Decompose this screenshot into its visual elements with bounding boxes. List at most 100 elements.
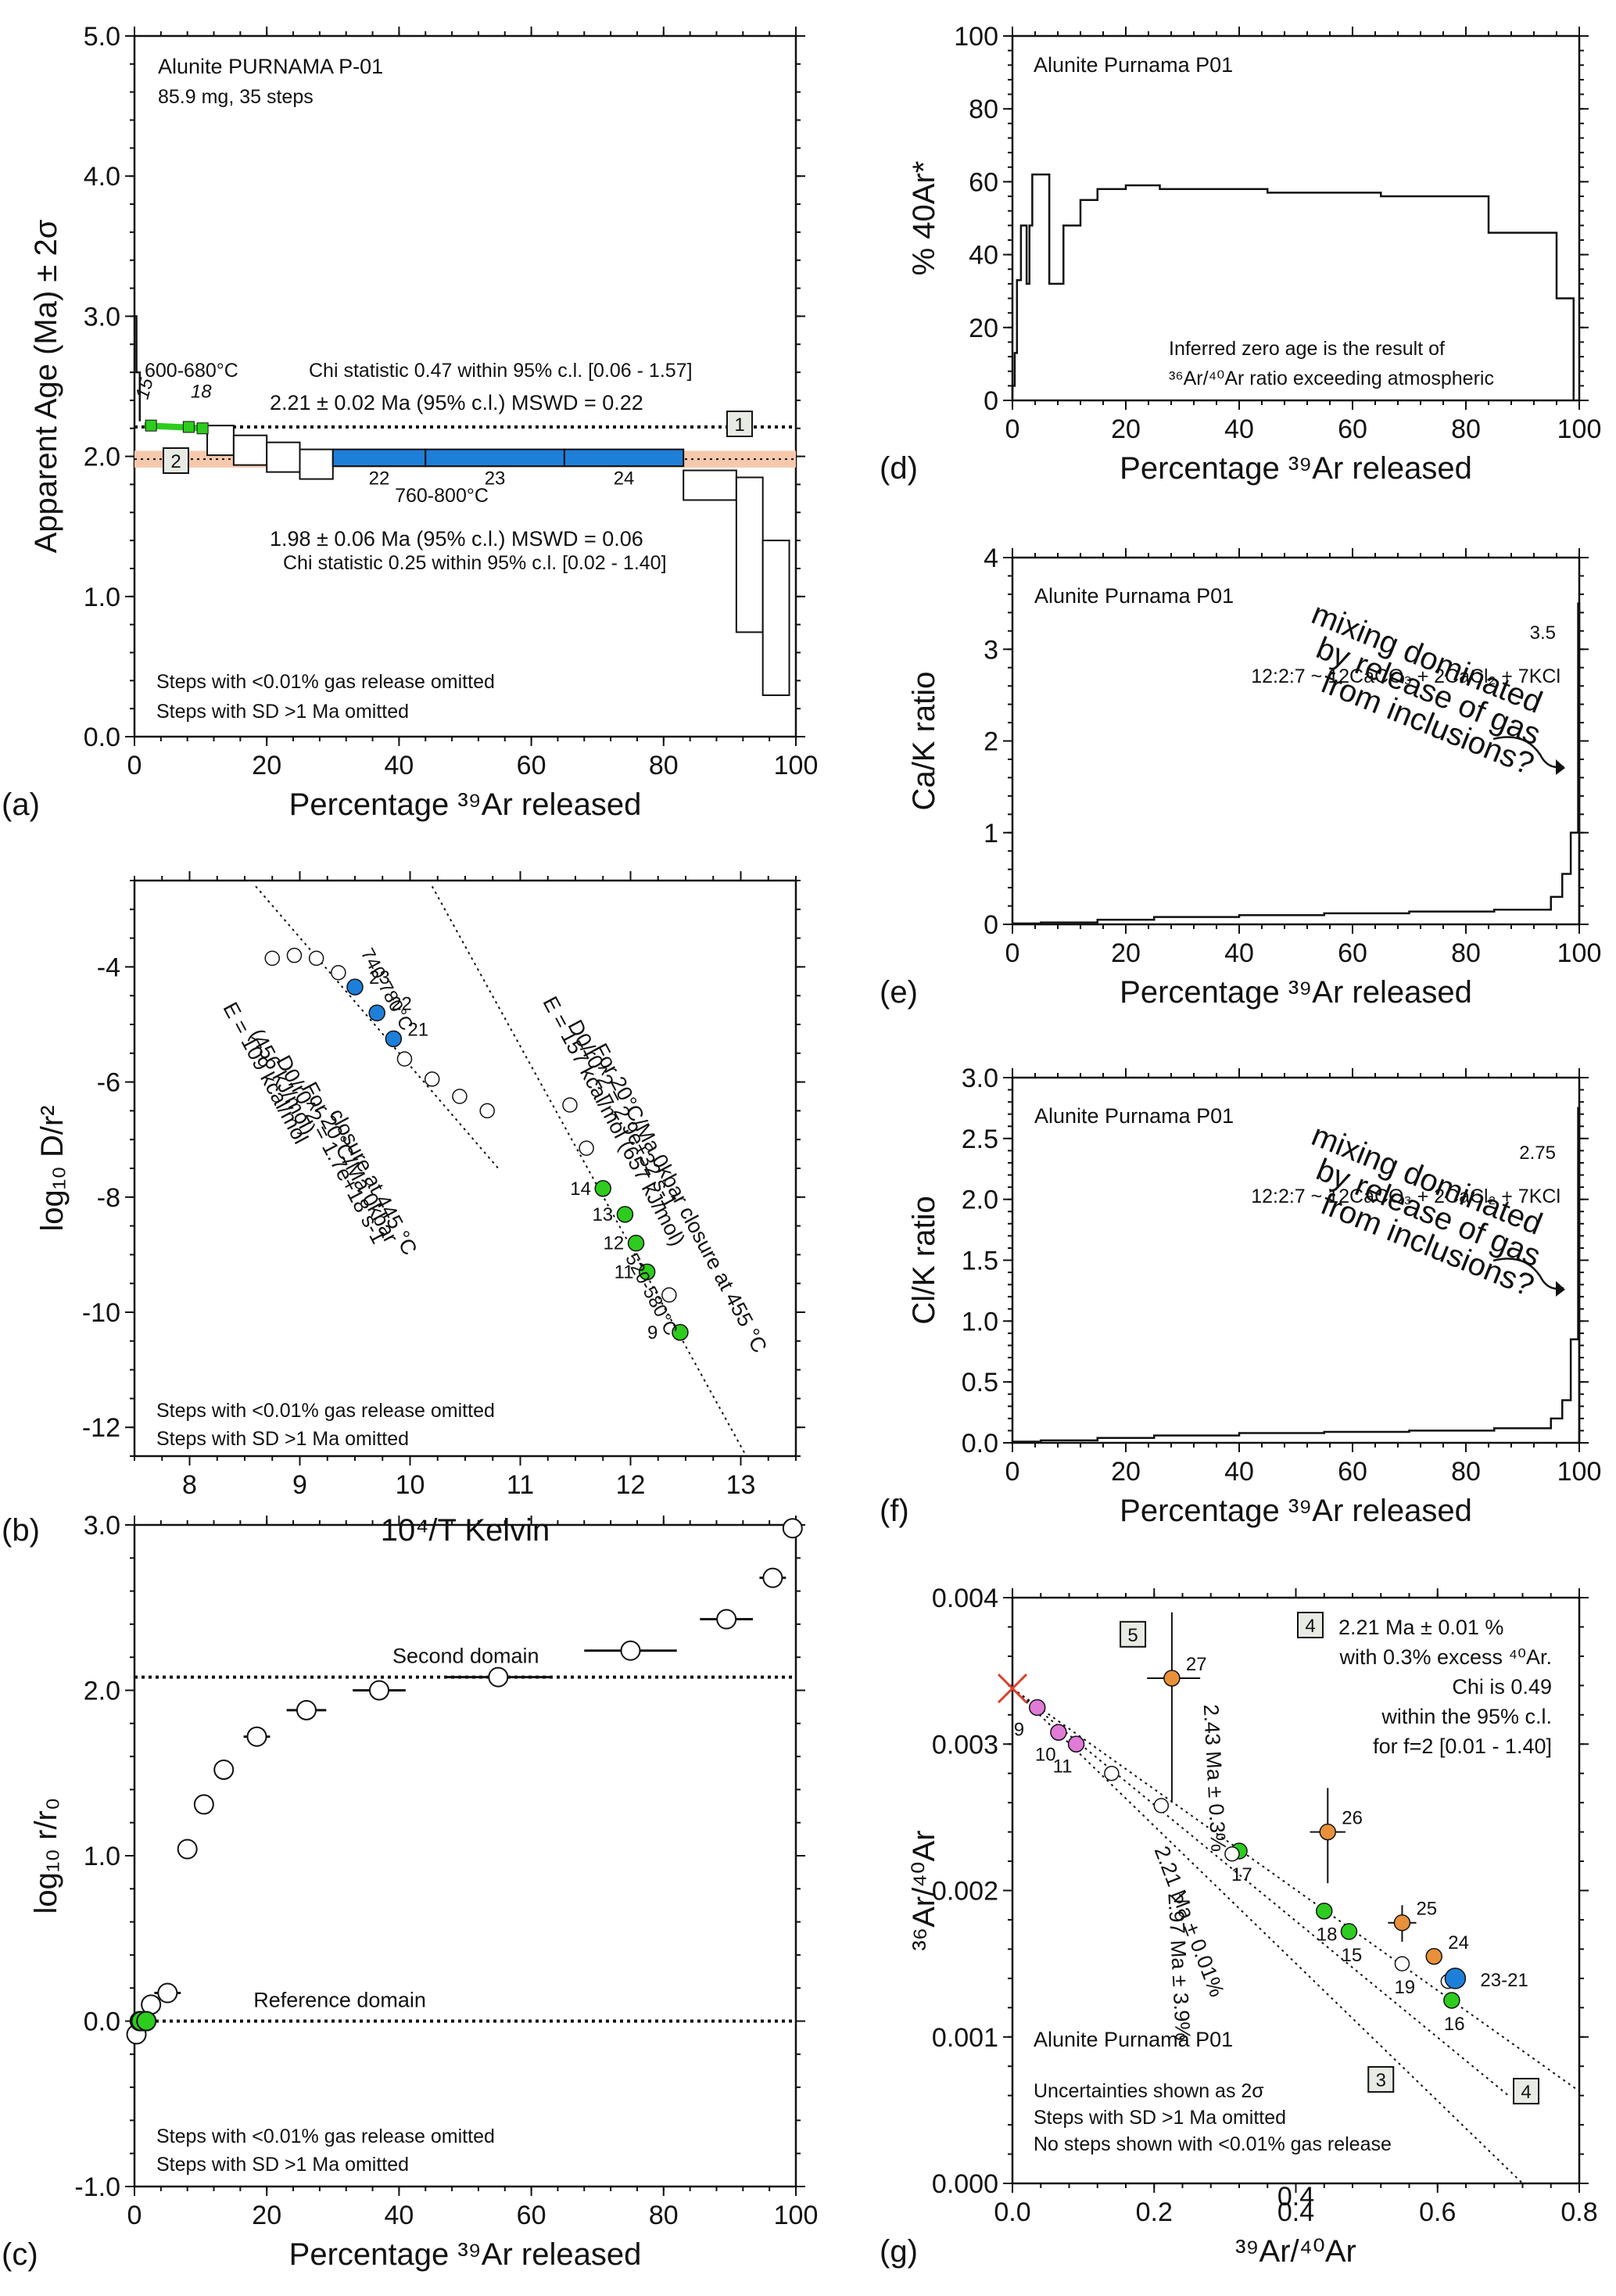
panel-label: (d): [880, 451, 918, 486]
domain-point: [177, 1839, 198, 1860]
point-label: 27: [1186, 1654, 1207, 1675]
y-tick-label: 0.003: [932, 1730, 998, 1760]
y-tick-label: 5.0: [84, 22, 120, 52]
line-box: [1367, 2066, 1395, 2093]
y-tick-label: 20: [969, 314, 998, 343]
domain-point: [213, 1760, 235, 1781]
arrhenius-annot-2: For 20°C/Ma 0kbar closure at 455 °C: [588, 1039, 772, 1356]
isochron-point: [1104, 1765, 1120, 1781]
x-tick-label: 100: [774, 751, 819, 780]
x-tick-label: 40: [1224, 414, 1254, 444]
y-axis-title: Ca/K ratio: [907, 672, 941, 811]
x-axis-title: Percentage ³⁹Ar released: [1120, 975, 1472, 1010]
green-point: [638, 1263, 656, 1281]
isochron-point: [1425, 1948, 1442, 1965]
plateau-1-label: 2.21 ± 0.02 Ma (95% c.l.) MSWD = 0.22: [270, 391, 643, 414]
y-tick-label: 40: [969, 241, 998, 271]
x-tick-label: 20: [1111, 938, 1141, 968]
x-tick-label: 20: [252, 751, 281, 780]
y-tick-label: 3.0: [84, 1511, 120, 1541]
domain-point: [157, 1982, 178, 2004]
note: Steps with <0.01% gas release omitted: [156, 2126, 495, 2147]
panel-label: (c): [2, 2237, 38, 2272]
y-tick-label: 80: [969, 95, 998, 124]
y-tick-label: 1.0: [84, 583, 120, 612]
plateau-1-box-label: 1: [734, 414, 744, 436]
blue-step-label: 24: [614, 468, 635, 489]
x-tick-label: 80: [1451, 414, 1481, 444]
x-tick-label: 20: [252, 2201, 281, 2230]
panel-b: 8 9 10 11 12 13 -12 -10 -8 -6 -4 10⁴/T Kelvin log₁₀ …: [2, 871, 805, 1548]
y-axis-title: Cl/K ratio: [907, 1196, 941, 1325]
y-tick-label: 0: [984, 386, 998, 416]
arrhenius-line-2: [431, 885, 747, 1457]
x-tick-label: 60: [517, 751, 546, 780]
x-tick-label: 100: [1557, 414, 1602, 444]
domain-point: [620, 1640, 641, 1661]
blue-step: [563, 448, 685, 468]
y-tick-label: 3: [984, 635, 998, 665]
domain-point: [488, 1666, 509, 1688]
note: Uncertainties shown as 2σ: [1034, 2080, 1264, 2102]
chart-title: Alunite PURNAMA P-01: [158, 55, 383, 78]
y-tick-label: 60: [969, 167, 998, 197]
point-label: 10: [1035, 1744, 1056, 1765]
y-tick-label: 4: [984, 544, 998, 573]
legend-box-label: 4: [1305, 1616, 1315, 1637]
x-tick-label: 12: [616, 1470, 646, 1500]
point-label: 25: [1416, 1899, 1437, 1920]
blue-step: [425, 448, 565, 468]
note: No steps shown with <0.01% gas release: [1034, 2133, 1392, 2155]
peak-label: 3.5: [1530, 622, 1556, 644]
green-point: [616, 1206, 634, 1223]
panel-e: 0 20 40 60 80 100 0 1 2 3 4 Percentage ³⁹Ar release…: [880, 544, 1601, 1010]
isochron-line: [1012, 1688, 1510, 2097]
step-label: 18: [191, 381, 212, 402]
x-tick-label: 0.8: [1560, 2197, 1597, 2227]
point-label: 24: [1448, 1932, 1469, 1953]
note: Steps with SD >1 Ma omitted: [156, 1428, 409, 1450]
legend-line: 2.21 Ma ± 0.01 %: [1338, 1616, 1503, 1639]
y-tick-label: 0.0: [962, 1429, 998, 1458]
chart-title: Alunite Purnama P01: [1034, 2028, 1233, 2051]
x-tick-label: 13: [726, 1470, 756, 1500]
x-tick-label: 8: [182, 1470, 197, 1500]
temp-range-1: 600-680°C: [145, 360, 238, 382]
x-tick-label: 0.0: [994, 2197, 1030, 2227]
y-tick-label: 0.000: [932, 2169, 998, 2199]
x-tick-label: 0: [127, 2201, 142, 2230]
y-tick-label: -8: [97, 1183, 120, 1213]
isochron-point: [1163, 1670, 1181, 1687]
x-tick-label: 40: [1224, 1457, 1254, 1487]
y-tick-label: -4: [97, 952, 120, 982]
mixing-formula: 12:2:7 ~ 12CaCO₃ + 2CaCl₂ + 7KCl: [1251, 1186, 1560, 1207]
reference-domain-label: Reference domain: [253, 1989, 426, 2012]
point-label: 23: [369, 967, 390, 988]
green-step-marker: [182, 421, 195, 433]
x-tick-label: 80: [1451, 1457, 1481, 1487]
mixing-arrow: [1492, 1257, 1564, 1290]
point-label: 23-21: [1480, 1970, 1528, 1991]
y-tick-label: 1.0: [84, 1842, 120, 1871]
extra-x-tick-label: 0.4: [1277, 2182, 1314, 2212]
line-box-label: 5: [1127, 1625, 1138, 1646]
x-tick-label: 20: [1111, 1457, 1141, 1487]
atm-marker: [997, 1674, 1028, 1704]
green-point: [672, 1324, 689, 1341]
point-label: 13: [592, 1204, 613, 1225]
point-label: 19: [1394, 1977, 1415, 1998]
chart-title: Alunite Purnama P01: [1034, 1104, 1234, 1128]
panel-c: 0 20 40 60 80 100 -1.0 0.0 1.0 2.0 3.0 Percentage ³…: [2, 1511, 818, 2272]
y-tick-label: 0.5: [962, 1368, 998, 1397]
x-axis-title: 10⁴/T Kelvin: [381, 1513, 550, 1548]
line-box: [1513, 2078, 1540, 2105]
note: Steps with <0.01% gas release omitted: [156, 671, 495, 693]
blue-point: [385, 1030, 403, 1048]
peak-label: 2.75: [1519, 1143, 1556, 1164]
x-tick-label: 0: [1005, 938, 1020, 968]
y-tick-label: 0: [984, 910, 998, 940]
isochron-point: [1393, 1914, 1411, 1932]
y-tick-label: 2.0: [84, 1677, 120, 1706]
domain-point: [782, 1518, 803, 1539]
